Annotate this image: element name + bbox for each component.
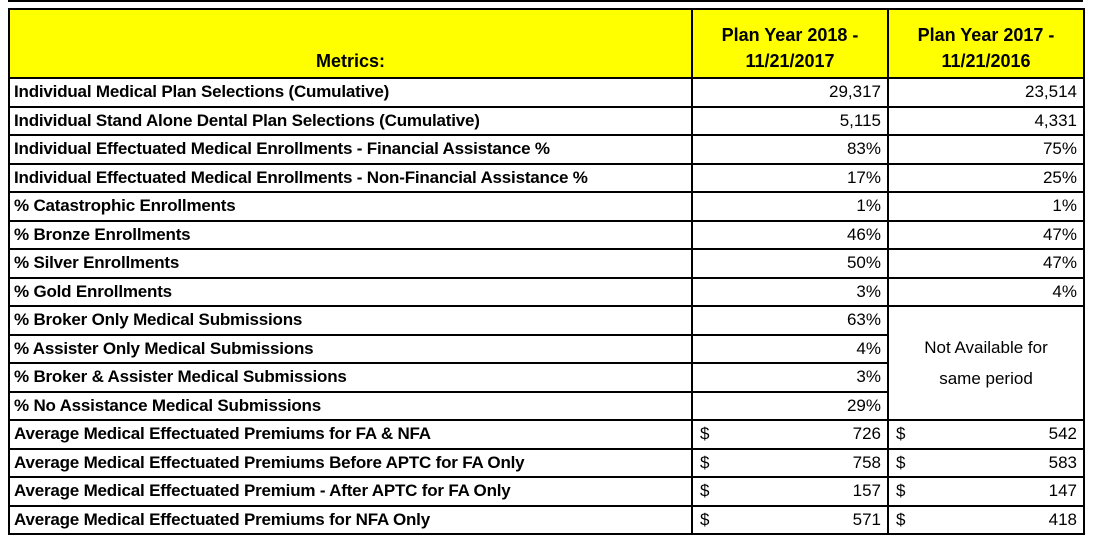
value-2018-cell[interactable]: 29,317 <box>691 77 889 108</box>
value-2018-cell[interactable]: 50% <box>691 248 889 279</box>
accounting-value: $418 <box>890 509 1082 530</box>
currency-symbol: $ <box>700 509 710 529</box>
metric-label-cell[interactable]: % Silver Enrollments <box>8 248 693 279</box>
value-2018-cell[interactable]: 63% <box>691 305 889 336</box>
currency-amount: 147 <box>1048 481 1077 501</box>
table-row: % Bronze Enrollments 46% 47% <box>8 219 1085 250</box>
currency-symbol: $ <box>896 452 906 472</box>
value-2017-cell[interactable]: $147 <box>887 476 1085 507</box>
plan-year-2017-header-cell[interactable]: Plan Year 2017 - 11/21/2016 <box>887 8 1085 79</box>
value-2018-cell[interactable]: $758 <box>691 447 889 478</box>
metric-label-cell[interactable]: % No Assistance Medical Submissions <box>8 390 693 421</box>
metric-label-cell[interactable]: % Broker & Assister Medical Submissions <box>8 362 693 393</box>
plan-year-2018-line2: 11/21/2017 <box>745 51 835 71</box>
metric-label-cell[interactable]: Individual Effectuated Medical Enrollmen… <box>8 134 693 165</box>
accounting-value: $571 <box>694 509 886 530</box>
value-2018-cell[interactable]: 3% <box>691 276 889 307</box>
currency-symbol: $ <box>896 509 906 529</box>
value-2018-cell[interactable]: 17% <box>691 162 889 193</box>
table-body: Individual Medical Plan Selections (Cumu… <box>8 77 1085 535</box>
metric-label-cell[interactable]: % Catastrophic Enrollments <box>8 191 693 222</box>
not-available-cell[interactable]: Not Available for same period <box>887 305 1085 421</box>
value-2017-cell[interactable]: 75% <box>887 134 1085 165</box>
table-row: Individual Effectuated Medical Enrollmen… <box>8 134 1085 165</box>
value-2018-cell[interactable]: 1% <box>691 191 889 222</box>
plan-year-2018-line1: Plan Year 2018 - <box>721 25 859 45</box>
value-2018-cell[interactable]: 5,115 <box>691 105 889 136</box>
accounting-value: $542 <box>890 424 1082 444</box>
metrics-header-label: Metrics: <box>315 51 386 71</box>
table-row: % Gold Enrollments 3% 4% <box>8 276 1085 307</box>
table-row: Individual Stand Alone Dental Plan Selec… <box>8 105 1085 136</box>
table-row: Individual Medical Plan Selections (Cumu… <box>8 77 1085 108</box>
metrics-header-cell[interactable]: Metrics: <box>8 8 693 79</box>
currency-symbol: $ <box>700 424 710 444</box>
accounting-value: $147 <box>890 481 1082 501</box>
value-2018-cell[interactable]: $571 <box>691 504 889 535</box>
table-row: % Silver Enrollments 50% 47% <box>8 248 1085 279</box>
table-row: % Assister Only Medical Submissions 4% <box>8 333 1084 364</box>
value-2018-cell[interactable]: $157 <box>691 476 889 507</box>
metric-label-cell[interactable]: % Broker Only Medical Submissions <box>8 305 693 336</box>
currency-symbol: $ <box>700 452 710 472</box>
plan-year-2018-header-cell[interactable]: Plan Year 2018 - 11/21/2017 <box>691 8 889 79</box>
metric-label-cell[interactable]: Average Medical Effectuated Premium - Af… <box>8 476 693 507</box>
metric-label-cell[interactable]: % Gold Enrollments <box>8 276 693 307</box>
plan-year-2017-line1: Plan Year 2017 - <box>917 25 1055 45</box>
metric-label-cell[interactable]: Individual Medical Plan Selections (Cumu… <box>8 77 693 108</box>
table-row: Individual Effectuated Medical Enrollmen… <box>8 162 1085 193</box>
not-available-line1: Not Available for <box>924 338 1048 357</box>
currency-amount: 571 <box>852 509 881 529</box>
value-2017-cell[interactable]: 1% <box>887 191 1085 222</box>
currency-amount: 758 <box>852 452 881 472</box>
value-2017-cell[interactable]: 47% <box>887 248 1085 279</box>
header-row: Metrics: Plan Year 2018 - 11/21/2017 Pla… <box>8 8 1085 79</box>
value-2018-cell[interactable]: 4% <box>691 333 889 364</box>
metric-label-cell[interactable]: Average Medical Effectuated Premiums for… <box>8 504 693 535</box>
table-row: Average Medical Effectuated Premiums Bef… <box>8 447 1085 478</box>
currency-amount: 726 <box>852 424 881 444</box>
metrics-table: Metrics: Plan Year 2018 - 11/21/2017 Pla… <box>8 8 1085 535</box>
currency-amount: 418 <box>1048 509 1077 529</box>
value-2018-cell[interactable]: 46% <box>691 219 889 250</box>
value-2017-cell[interactable]: 25% <box>887 162 1085 193</box>
accounting-value: $726 <box>694 424 886 444</box>
value-2018-cell[interactable]: 29% <box>691 390 889 421</box>
currency-symbol: $ <box>896 424 906 444</box>
metric-label-cell[interactable]: Average Medical Effectuated Premiums Bef… <box>8 447 693 478</box>
currency-symbol: $ <box>700 481 710 501</box>
metric-label-cell[interactable]: Individual Stand Alone Dental Plan Selec… <box>8 105 693 136</box>
plan-year-2017-line2: 11/21/2016 <box>941 51 1031 71</box>
value-2017-cell[interactable]: $583 <box>887 447 1085 478</box>
table-row: Average Medical Effectuated Premiums for… <box>8 419 1085 450</box>
metric-label-cell[interactable]: % Bronze Enrollments <box>8 219 693 250</box>
accounting-value: $157 <box>694 481 886 501</box>
value-2018-cell[interactable]: 83% <box>691 134 889 165</box>
currency-amount: 157 <box>852 481 881 501</box>
table-row: Average Medical Effectuated Premiums for… <box>8 504 1085 535</box>
value-2017-cell[interactable]: $418 <box>887 504 1085 535</box>
value-2017-cell[interactable]: 47% <box>887 219 1085 250</box>
accounting-value: $583 <box>890 452 1082 473</box>
value-2017-cell[interactable]: 4,331 <box>887 105 1085 136</box>
value-2017-cell[interactable]: 4% <box>887 276 1085 307</box>
value-2018-cell[interactable]: 3% <box>691 362 889 393</box>
value-2017-cell[interactable]: 23,514 <box>887 77 1085 108</box>
metric-label-cell[interactable]: Average Medical Effectuated Premiums for… <box>8 419 693 450</box>
metric-label-cell[interactable]: % Assister Only Medical Submissions <box>8 333 693 364</box>
metric-label-cell[interactable]: Individual Effectuated Medical Enrollmen… <box>8 162 693 193</box>
top-edge-line <box>8 0 1083 2</box>
not-available-line2: same period <box>939 369 1033 388</box>
currency-amount: 583 <box>1048 452 1077 472</box>
currency-symbol: $ <box>896 481 906 501</box>
table-row: % Broker Only Medical Submissions 63% Not … <box>8 305 1085 421</box>
currency-amount: 542 <box>1048 424 1077 444</box>
table-row: % Catastrophic Enrollments 1% 1% <box>8 191 1085 222</box>
table-row: Average Medical Effectuated Premium - Af… <box>8 476 1085 507</box>
accounting-value: $758 <box>694 452 886 473</box>
value-2017-cell[interactable]: $542 <box>887 419 1085 450</box>
value-2018-cell[interactable]: $726 <box>691 419 889 450</box>
